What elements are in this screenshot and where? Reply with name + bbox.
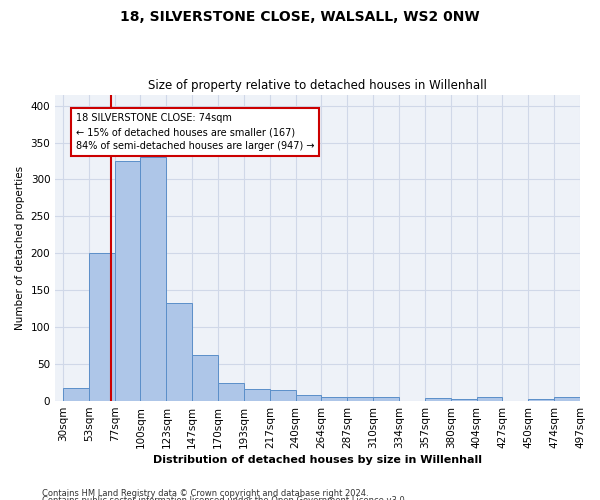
Bar — [528, 399, 554, 401]
Bar — [347, 398, 373, 401]
Bar — [554, 398, 580, 401]
Bar — [244, 390, 270, 401]
Text: Contains HM Land Registry data © Crown copyright and database right 2024.: Contains HM Land Registry data © Crown c… — [42, 488, 368, 498]
Text: 18 SILVERSTONE CLOSE: 74sqm
← 15% of detached houses are smaller (167)
84% of se: 18 SILVERSTONE CLOSE: 74sqm ← 15% of det… — [76, 113, 314, 151]
Bar — [476, 398, 502, 401]
Text: 18, SILVERSTONE CLOSE, WALSALL, WS2 0NW: 18, SILVERSTONE CLOSE, WALSALL, WS2 0NW — [120, 10, 480, 24]
Bar — [166, 303, 192, 401]
Bar — [373, 398, 399, 401]
Bar — [89, 254, 115, 401]
Y-axis label: Number of detached properties: Number of detached properties — [15, 166, 25, 330]
Bar — [115, 161, 140, 401]
Bar — [425, 398, 451, 401]
Bar — [296, 395, 322, 401]
Bar — [63, 388, 89, 401]
Bar — [451, 399, 476, 401]
Bar — [322, 398, 347, 401]
X-axis label: Distribution of detached houses by size in Willenhall: Distribution of detached houses by size … — [153, 455, 482, 465]
Title: Size of property relative to detached houses in Willenhall: Size of property relative to detached ho… — [148, 79, 487, 92]
Bar — [218, 382, 244, 401]
Bar — [140, 158, 166, 401]
Bar — [270, 390, 296, 401]
Text: Contains public sector information licensed under the Open Government Licence v3: Contains public sector information licen… — [42, 496, 407, 500]
Bar — [192, 356, 218, 401]
